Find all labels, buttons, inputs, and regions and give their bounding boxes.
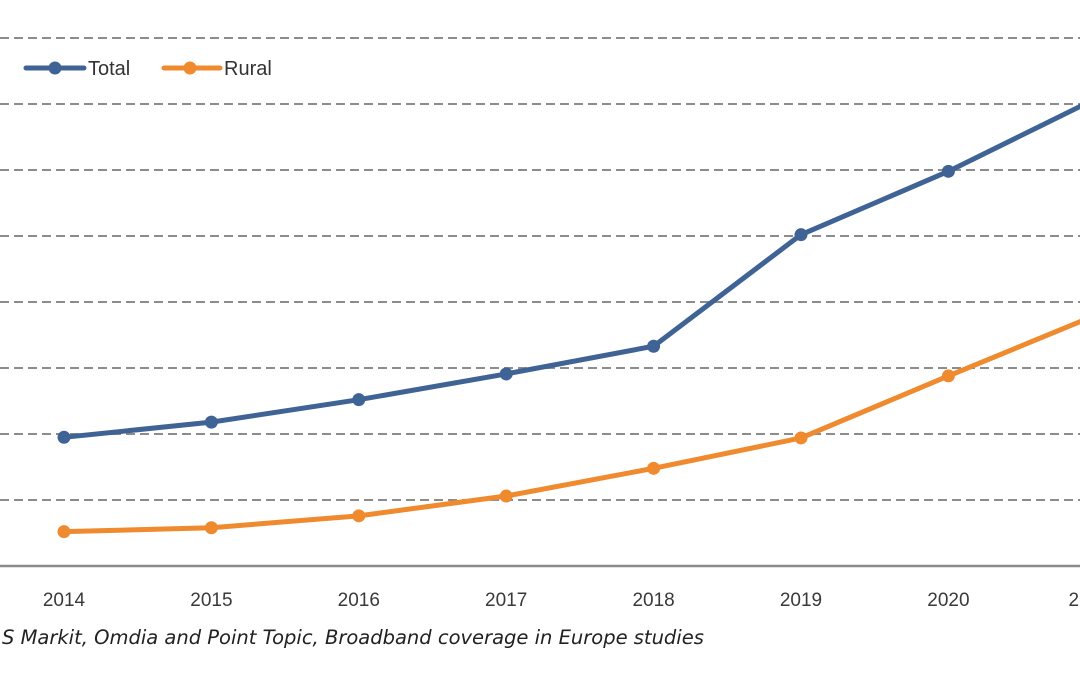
data-point-rural <box>941 369 955 383</box>
x-tick-label: 2 <box>1069 590 1080 611</box>
series-line-rural <box>63 319 1080 535</box>
x-tick-label: 2017 <box>485 590 527 611</box>
legend: Total Rural <box>23 58 272 80</box>
data-point-total <box>352 393 366 407</box>
data-point-total <box>794 228 808 242</box>
source-caption: ​S Markit, Omdia and Point Topic, Broadb… <box>0 626 704 649</box>
x-tick-label: 2019 <box>780 590 822 611</box>
legend-label-rural: Rural <box>224 58 272 80</box>
x-tick-label: 2016 <box>338 590 380 611</box>
data-point-rural <box>204 521 218 535</box>
x-tick-label: 2015 <box>190 590 232 611</box>
data-point-total <box>647 339 661 353</box>
series-line-total <box>63 103 1080 440</box>
series-layer <box>57 103 1080 539</box>
legend-item-total: Total <box>23 58 130 80</box>
series-rural <box>57 319 1080 539</box>
data-point-rural <box>499 489 513 503</box>
source-caption-text: S Markit, Omdia and Point Topic, Broadba… <box>2 626 704 649</box>
series-total <box>57 103 1080 444</box>
data-point-rural <box>647 461 661 475</box>
data-point-total <box>57 430 71 444</box>
legend-item-rural: Rural <box>161 58 272 80</box>
x-tick-label: 2014 <box>43 590 86 611</box>
data-point-rural <box>352 509 366 523</box>
data-point-total <box>941 164 955 178</box>
x-tick-label: 2018 <box>632 590 674 611</box>
data-point-rural <box>57 525 71 539</box>
legend-marker-rural <box>183 61 197 75</box>
gridlines <box>0 37 1080 501</box>
data-point-total <box>499 367 513 381</box>
legend-label-total: Total <box>88 58 130 80</box>
x-tick-label: 2020 <box>927 590 969 611</box>
legend-marker-total <box>48 61 62 75</box>
x-axis-ticks: 2014 2015 2016 2017 2018 2019 2020 2 <box>43 590 1079 611</box>
data-point-total <box>204 415 218 429</box>
data-point-rural <box>794 431 808 445</box>
